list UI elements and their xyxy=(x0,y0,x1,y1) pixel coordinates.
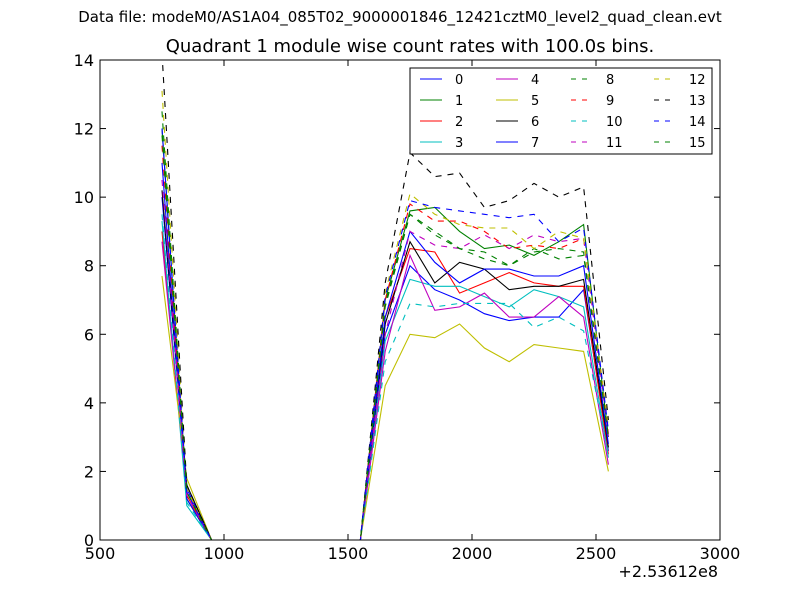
series-layer xyxy=(161,60,609,540)
legend-label-10: 10 xyxy=(606,115,623,130)
series-line-3 xyxy=(161,221,609,540)
legend-label-2: 2 xyxy=(455,115,463,130)
x-tick-label: 500 xyxy=(85,544,116,563)
legend-label-12: 12 xyxy=(689,73,706,88)
series-line-0 xyxy=(161,197,609,540)
x-tick-label: 1000 xyxy=(204,544,245,563)
series-line-15 xyxy=(161,135,609,540)
x-axis-offset-label: +2.53612e8 xyxy=(618,562,718,581)
legend-label-8: 8 xyxy=(606,73,614,88)
y-tick-label: 2 xyxy=(84,462,94,481)
series-line-12 xyxy=(161,90,609,540)
legend-box xyxy=(409,67,713,155)
series-line-4 xyxy=(161,241,609,540)
legend-label-3: 3 xyxy=(455,136,463,151)
y-tick-label: 4 xyxy=(84,394,94,413)
x-tick-label: 2000 xyxy=(452,544,493,563)
series-line-5 xyxy=(161,275,609,540)
series-line-6 xyxy=(161,190,609,540)
series-line-13 xyxy=(161,60,609,540)
legend-label-13: 13 xyxy=(689,94,706,109)
legend-label-0: 0 xyxy=(455,73,463,88)
series-line-14 xyxy=(161,128,609,540)
legend-label-14: 14 xyxy=(689,115,706,130)
y-tick-label: 0 xyxy=(84,531,94,550)
x-tick-label: 3000 xyxy=(700,544,741,563)
y-tick-label: 8 xyxy=(84,257,94,276)
legend-label-9: 9 xyxy=(606,94,614,109)
legend-label-7: 7 xyxy=(531,136,539,151)
x-tick-label: 1500 xyxy=(328,544,369,563)
legend-label-11: 11 xyxy=(606,136,623,151)
series-line-10 xyxy=(161,214,609,540)
plot-frame xyxy=(99,59,721,541)
series-line-7 xyxy=(161,162,609,540)
legend-label-4: 4 xyxy=(531,73,539,88)
legend-label-5: 5 xyxy=(531,94,539,109)
legend-label-1: 1 xyxy=(455,94,463,109)
x-tick-label: 2500 xyxy=(576,544,617,563)
y-tick-label: 14 xyxy=(74,51,94,70)
chart-title: Quadrant 1 module wise count rates with … xyxy=(165,36,655,57)
legend-label-15: 15 xyxy=(689,136,706,151)
y-tick-label: 12 xyxy=(74,120,94,139)
data-file-label: Data file: modeM0/AS1A04_085T02_90000018… xyxy=(78,8,722,26)
series-line-11 xyxy=(161,179,609,540)
legend-label-6: 6 xyxy=(531,115,539,130)
y-tick-label: 6 xyxy=(84,325,94,344)
y-tick-label: 10 xyxy=(74,188,94,207)
